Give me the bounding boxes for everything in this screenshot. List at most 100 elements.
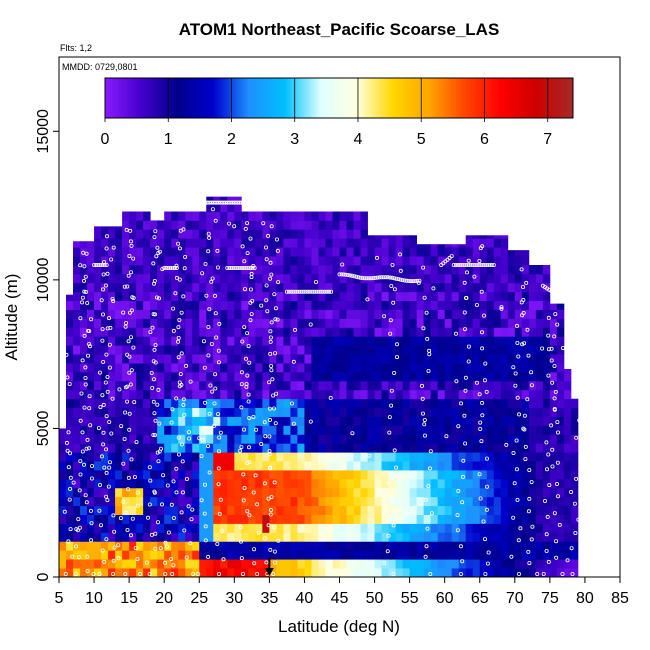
heatmap-cell xyxy=(472,371,481,382)
heatmap-cell xyxy=(283,211,291,221)
heatmap-cell xyxy=(241,211,249,221)
heatmap-cell xyxy=(500,523,509,533)
heatmap-cell xyxy=(458,247,467,257)
heatmap-cell xyxy=(381,282,389,293)
heatmap-cell xyxy=(458,470,467,480)
heatmap-cell xyxy=(164,523,172,533)
heatmap-cell xyxy=(185,273,193,284)
heatmap-cell xyxy=(185,300,193,310)
heatmap-cell xyxy=(465,327,474,337)
heatmap-cell xyxy=(220,478,228,489)
heatmap-cell xyxy=(458,461,467,471)
heatmap-cell xyxy=(150,371,158,382)
heatmap-cell xyxy=(311,541,319,551)
heatmap-cell xyxy=(136,247,144,257)
heatmap-cell xyxy=(500,461,509,471)
heatmap-cell xyxy=(402,238,411,248)
heatmap-cell xyxy=(542,273,551,284)
sample-point xyxy=(184,476,189,481)
sample-point xyxy=(328,395,333,400)
heatmap-cell xyxy=(556,532,565,542)
heatmap-cell xyxy=(150,505,158,515)
sample-point xyxy=(246,399,251,404)
heatmap-cell xyxy=(178,229,186,239)
heatmap-cell xyxy=(241,220,249,230)
heatmap-cell xyxy=(220,354,228,364)
heatmap-cell xyxy=(486,389,495,400)
heatmap-cell xyxy=(535,336,544,346)
sample-point xyxy=(487,262,492,267)
heatmap-cell xyxy=(395,235,404,239)
heatmap-cell xyxy=(220,273,228,284)
heatmap-cell xyxy=(423,443,432,453)
sample-points xyxy=(59,200,585,577)
heatmap-cell xyxy=(192,247,200,257)
heatmap-cell xyxy=(157,532,165,542)
sample-point xyxy=(177,317,182,322)
heatmap-cell xyxy=(248,434,256,444)
heatmap-cell xyxy=(283,220,291,230)
colorbar-segment xyxy=(470,78,473,118)
heatmap-cell xyxy=(318,345,326,355)
heatmap-cell xyxy=(465,478,474,489)
heatmap-cell xyxy=(185,336,193,346)
heatmap-cell xyxy=(360,309,368,319)
heatmap-cell xyxy=(129,229,137,239)
sample-point xyxy=(276,280,281,285)
sample-point xyxy=(171,479,176,484)
colorbar-segment xyxy=(114,78,118,118)
sample-point xyxy=(422,417,427,422)
heatmap-cell xyxy=(339,211,347,221)
heatmap-cell xyxy=(339,336,347,346)
sample-point xyxy=(59,419,64,424)
heatmap-cell xyxy=(108,309,116,319)
heatmap-cell xyxy=(213,541,221,551)
colorbar-segment xyxy=(287,78,291,118)
heatmap-cell xyxy=(297,229,305,239)
heatmap-cell xyxy=(108,559,116,569)
heatmap-cell xyxy=(493,550,502,560)
heatmap-cell xyxy=(311,505,319,515)
sample-point xyxy=(241,200,246,205)
heatmap-cell xyxy=(528,443,537,453)
sample-point xyxy=(77,488,82,493)
heatmap-cell xyxy=(269,443,277,453)
sample-point xyxy=(216,348,221,353)
heatmap-cell xyxy=(479,389,488,400)
heatmap-cell xyxy=(374,505,382,515)
heatmap-cell xyxy=(535,309,544,319)
heatmap-cell xyxy=(129,380,137,391)
heatmap-cell xyxy=(423,256,432,266)
heatmap-cell xyxy=(206,452,214,462)
heatmap-cell xyxy=(199,300,207,310)
heatmap-cell xyxy=(472,256,481,266)
heatmap-cell xyxy=(311,452,319,462)
heatmap-cell xyxy=(255,282,263,293)
heatmap-cell xyxy=(353,443,361,453)
heatmap-cell xyxy=(388,470,396,480)
heatmap-cell xyxy=(94,247,102,257)
heatmap-cell xyxy=(255,559,263,569)
sample-point xyxy=(186,430,191,435)
heatmap-cell xyxy=(185,416,193,426)
heatmap-cell xyxy=(556,443,565,453)
sample-point xyxy=(483,572,488,577)
sample-point xyxy=(269,320,274,325)
heatmap-cell xyxy=(423,247,432,257)
heatmap-cell xyxy=(157,568,165,577)
heatmap-cell xyxy=(465,398,474,409)
heatmap-cell xyxy=(122,345,130,355)
heatmap-cell xyxy=(563,550,572,560)
sample-point xyxy=(166,530,171,535)
heatmap-cell xyxy=(192,300,200,310)
heatmap-cell xyxy=(353,291,361,302)
heatmap-cell xyxy=(129,247,137,257)
heatmap-cell xyxy=(367,496,375,507)
heatmap-cell xyxy=(297,496,305,507)
heatmap-cell xyxy=(311,461,319,471)
sample-point xyxy=(421,265,426,270)
heatmap-cell xyxy=(381,532,389,542)
heatmap-cell xyxy=(507,452,516,462)
sample-point xyxy=(145,515,150,520)
heatmap-cell xyxy=(311,291,319,302)
